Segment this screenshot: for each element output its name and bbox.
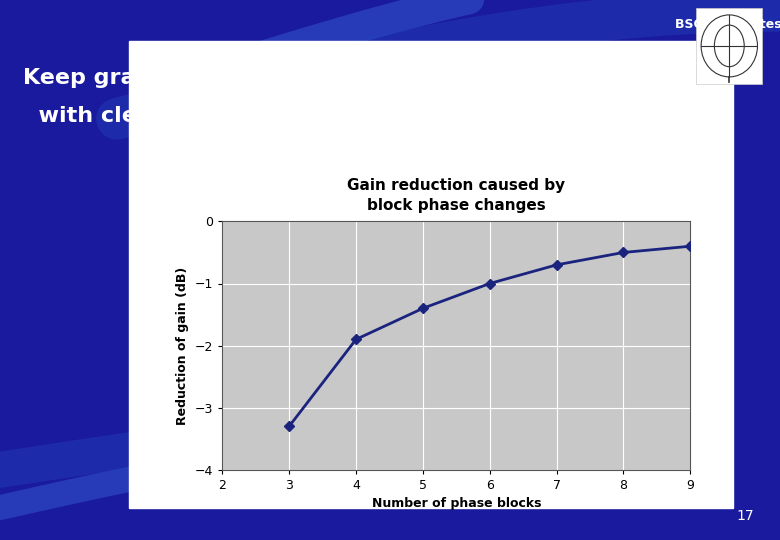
Title: Gain reduction caused by
block phase changes: Gain reduction caused by block phase cha…: [347, 179, 566, 213]
Y-axis label: Reduction of gain (dB): Reduction of gain (dB): [176, 266, 190, 425]
FancyBboxPatch shape: [129, 40, 733, 508]
Text: 17: 17: [736, 509, 753, 523]
Text: with clearly labelled axes: with clearly labelled axes: [23, 106, 359, 126]
Text: Keep graphs simple: Keep graphs simple: [23, 68, 271, 89]
Text: BSC Associates Ltd: BSC Associates Ltd: [675, 18, 780, 31]
FancyBboxPatch shape: [697, 8, 763, 84]
X-axis label: Number of phase blocks: Number of phase blocks: [371, 497, 541, 510]
